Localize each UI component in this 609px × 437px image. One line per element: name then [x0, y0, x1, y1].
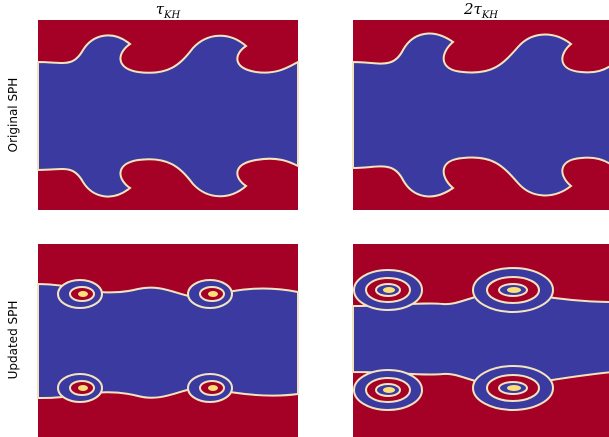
column-subscript: KH: [481, 10, 498, 21]
row-label: Updated SPH: [6, 301, 20, 380]
vortex-core: [208, 385, 218, 391]
vortex-core: [208, 291, 218, 297]
vortex-cores: [383, 287, 521, 393]
column-label: τKH: [156, 0, 181, 21]
column-subscript: KH: [163, 10, 180, 21]
column-labels: τKH 2τKH: [156, 0, 499, 21]
vortex-core: [78, 291, 88, 297]
column-label: 2τKH: [463, 0, 498, 21]
panel: [37, 20, 299, 210]
panel: [352, 244, 609, 437]
vortex-core: [78, 385, 88, 391]
vortex-core: [383, 287, 395, 293]
vortex-core: [383, 387, 395, 393]
row-label: Original SPH: [6, 78, 20, 153]
vortex-core: [507, 385, 521, 391]
vortex-core: [507, 287, 521, 293]
column-symbol: τ: [156, 0, 165, 18]
panel: [352, 20, 609, 210]
panel: [37, 244, 299, 437]
column-symbol: 2τ: [463, 0, 483, 18]
vortex-cores: [78, 291, 218, 391]
